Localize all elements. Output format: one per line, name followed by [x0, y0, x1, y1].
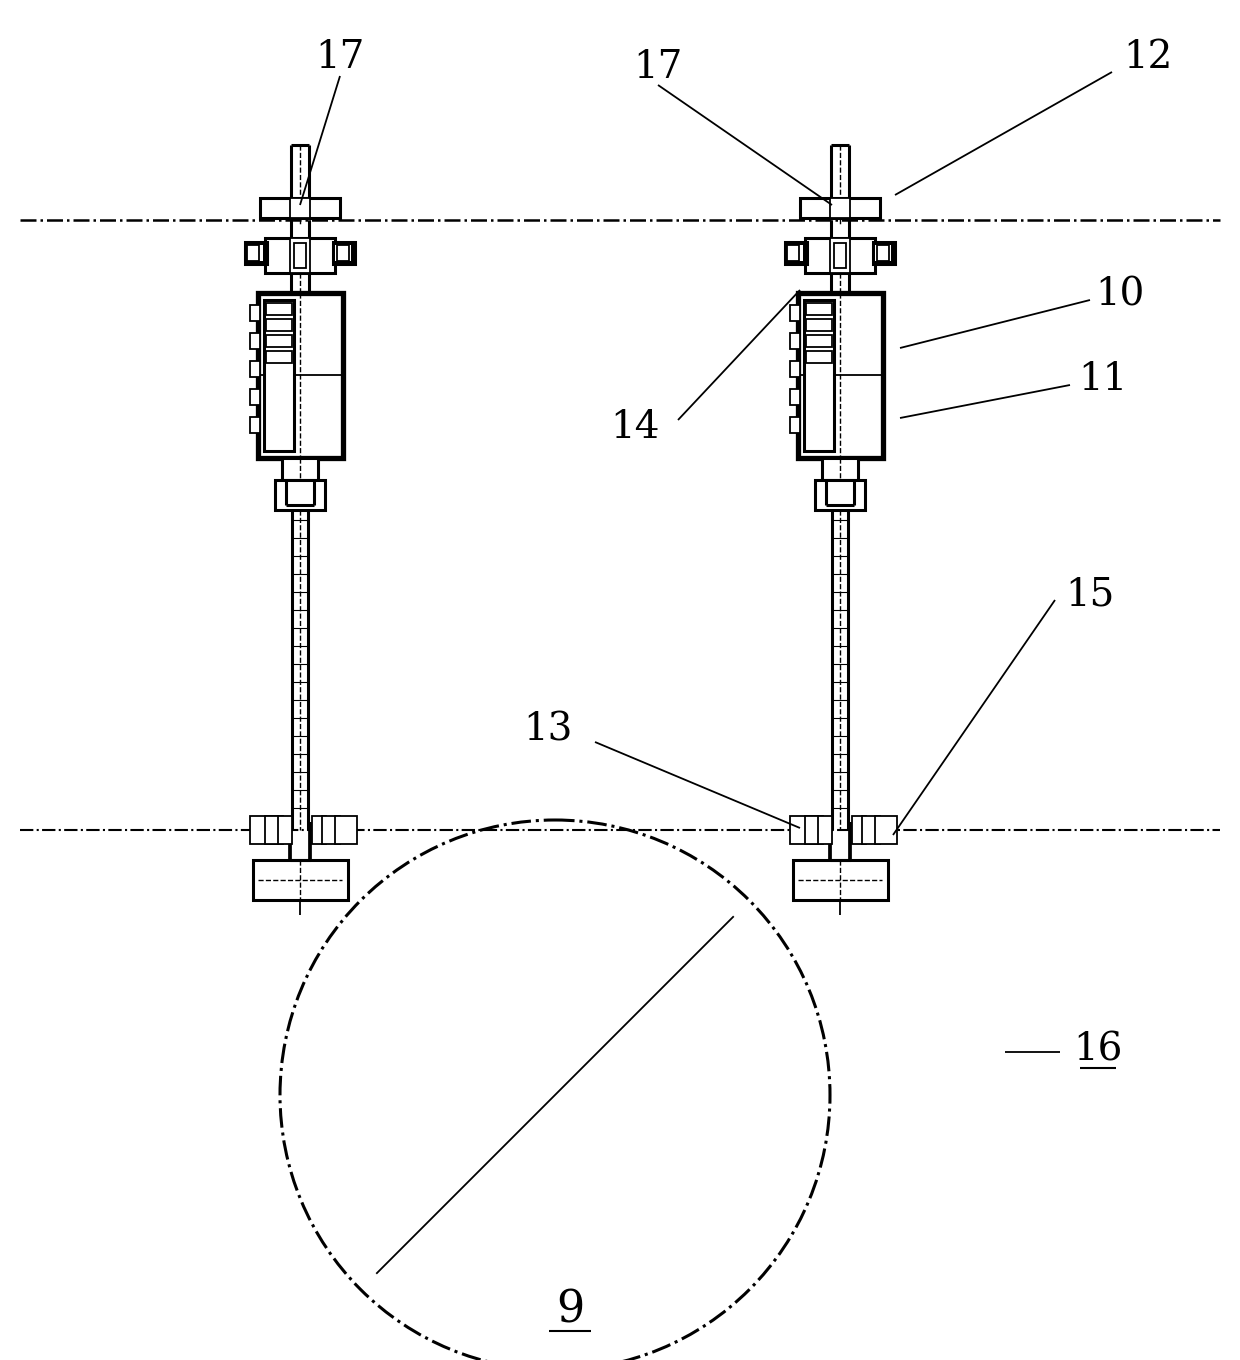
- Bar: [815, 480, 866, 510]
- Bar: [337, 245, 348, 261]
- Bar: [267, 335, 291, 347]
- Text: 13: 13: [523, 711, 573, 748]
- Bar: [278, 816, 291, 845]
- Bar: [785, 242, 807, 264]
- Bar: [322, 816, 340, 845]
- Bar: [794, 860, 888, 900]
- Bar: [790, 418, 800, 432]
- Bar: [852, 816, 866, 845]
- Bar: [805, 238, 875, 273]
- Bar: [877, 245, 889, 261]
- Bar: [264, 301, 294, 452]
- Bar: [790, 305, 800, 321]
- Text: 17: 17: [634, 49, 683, 87]
- Bar: [830, 199, 849, 218]
- Bar: [790, 360, 800, 377]
- Bar: [787, 245, 804, 261]
- Bar: [787, 245, 799, 261]
- Bar: [290, 199, 310, 218]
- Bar: [805, 816, 823, 845]
- Bar: [335, 245, 351, 261]
- Bar: [258, 292, 343, 458]
- Bar: [835, 243, 846, 268]
- Bar: [267, 303, 291, 316]
- Text: 12: 12: [1123, 39, 1173, 76]
- Bar: [790, 389, 800, 405]
- Bar: [260, 199, 340, 218]
- Bar: [806, 335, 832, 347]
- Bar: [790, 816, 818, 845]
- Text: 10: 10: [1095, 276, 1145, 314]
- Bar: [875, 816, 897, 845]
- Bar: [250, 333, 260, 350]
- Bar: [335, 816, 357, 845]
- Bar: [247, 245, 263, 261]
- Bar: [250, 360, 260, 377]
- Bar: [799, 292, 883, 458]
- Bar: [281, 458, 317, 480]
- Bar: [246, 242, 267, 264]
- Bar: [873, 242, 895, 264]
- Bar: [312, 816, 326, 845]
- Bar: [250, 816, 278, 845]
- Bar: [265, 238, 335, 273]
- Bar: [790, 333, 800, 350]
- Bar: [818, 816, 832, 845]
- Text: 15: 15: [1065, 577, 1115, 613]
- Bar: [800, 199, 880, 218]
- Text: 16: 16: [1074, 1031, 1122, 1069]
- Bar: [294, 243, 306, 268]
- Bar: [290, 238, 310, 273]
- Bar: [265, 816, 283, 845]
- Bar: [267, 320, 291, 330]
- Bar: [267, 351, 291, 363]
- Bar: [334, 242, 355, 264]
- Bar: [247, 245, 259, 261]
- Bar: [862, 816, 880, 845]
- Text: 9: 9: [556, 1288, 584, 1331]
- Bar: [806, 351, 832, 363]
- Bar: [275, 480, 325, 510]
- Bar: [250, 389, 260, 405]
- Text: 14: 14: [610, 409, 660, 446]
- Text: 11: 11: [1079, 362, 1127, 398]
- Bar: [250, 418, 260, 432]
- Bar: [806, 303, 832, 316]
- Bar: [875, 245, 892, 261]
- Bar: [806, 320, 832, 330]
- Bar: [804, 301, 835, 452]
- Text: 17: 17: [315, 39, 365, 76]
- Bar: [830, 238, 849, 273]
- Bar: [822, 458, 858, 480]
- Bar: [253, 860, 348, 900]
- Bar: [250, 305, 260, 321]
